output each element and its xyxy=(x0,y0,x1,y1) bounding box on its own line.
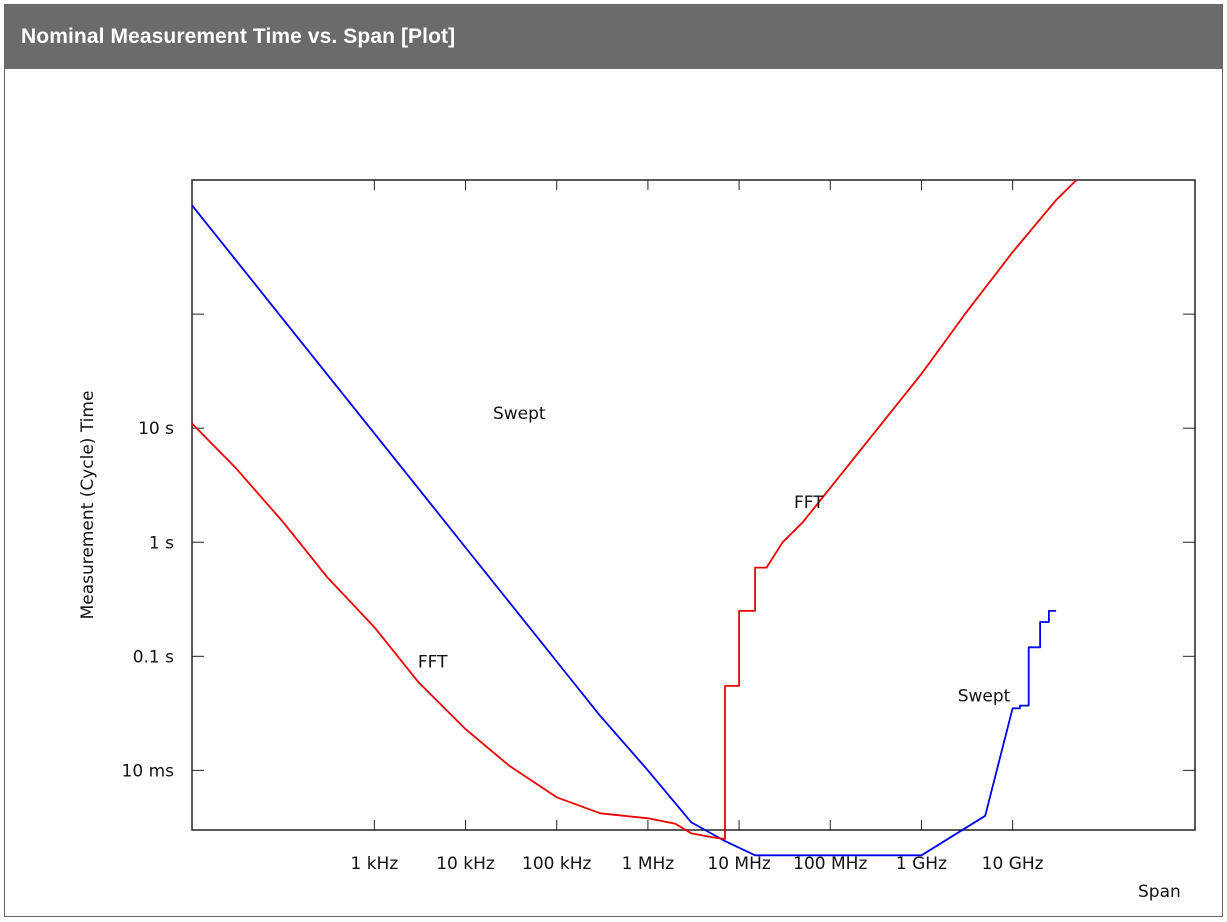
series-group xyxy=(191,179,1078,857)
annotation-label: FFT xyxy=(418,652,448,672)
annotation-label: Swept xyxy=(493,404,546,424)
series-swept-line xyxy=(191,204,1057,857)
plot-frame xyxy=(191,179,1196,831)
y-tick-label: 0.1 s xyxy=(133,647,174,667)
y-tick-label: 10 ms xyxy=(122,761,175,781)
y-ticks: 10 ms 0.1 s 1 s 10 s xyxy=(122,313,1195,781)
annotation-label: FFT xyxy=(794,493,824,513)
x-tick-label: 100 MHz xyxy=(793,854,867,874)
x-tick-label: 1 kHz xyxy=(350,854,398,874)
y-axis-label: Measurement (Cycle) Time xyxy=(78,391,98,620)
x-tick-label: 1 GHz xyxy=(896,854,947,874)
y-tick-label: 10 s xyxy=(138,419,174,439)
x-axis-label: Span xyxy=(1138,882,1181,902)
series-fft-line xyxy=(191,179,1078,840)
page-title: Nominal Measurement Time vs. Span [Plot] xyxy=(5,5,1222,69)
x-tick-label: 10 MHz xyxy=(707,854,770,874)
y-tick-label: 1 s xyxy=(149,533,174,553)
plot-area: 1 kHz 10 kHz 100 kHz 1 MHz 10 MHz 100 MHz 1 GH… xyxy=(5,69,1224,918)
annotation-label: Swept xyxy=(958,687,1011,707)
x-tick-label: 10 GHz xyxy=(982,854,1044,874)
x-tick-label: 100 kHz xyxy=(522,854,591,874)
x-tick-label: 1 MHz xyxy=(622,854,675,874)
x-ticks: 1 kHz 10 kHz 100 kHz 1 MHz 10 MHz 100 MHz 1 GH… xyxy=(350,180,1044,874)
x-tick-label: 10 kHz xyxy=(436,854,495,874)
annotation-group: Swept FFT FFT Swept xyxy=(418,404,1011,707)
window-frame: Nominal Measurement Time vs. Span [Plot]… xyxy=(4,4,1223,917)
chart-svg: 1 kHz 10 kHz 100 kHz 1 MHz 10 MHz 100 MHz 1 GH… xyxy=(78,179,1196,902)
